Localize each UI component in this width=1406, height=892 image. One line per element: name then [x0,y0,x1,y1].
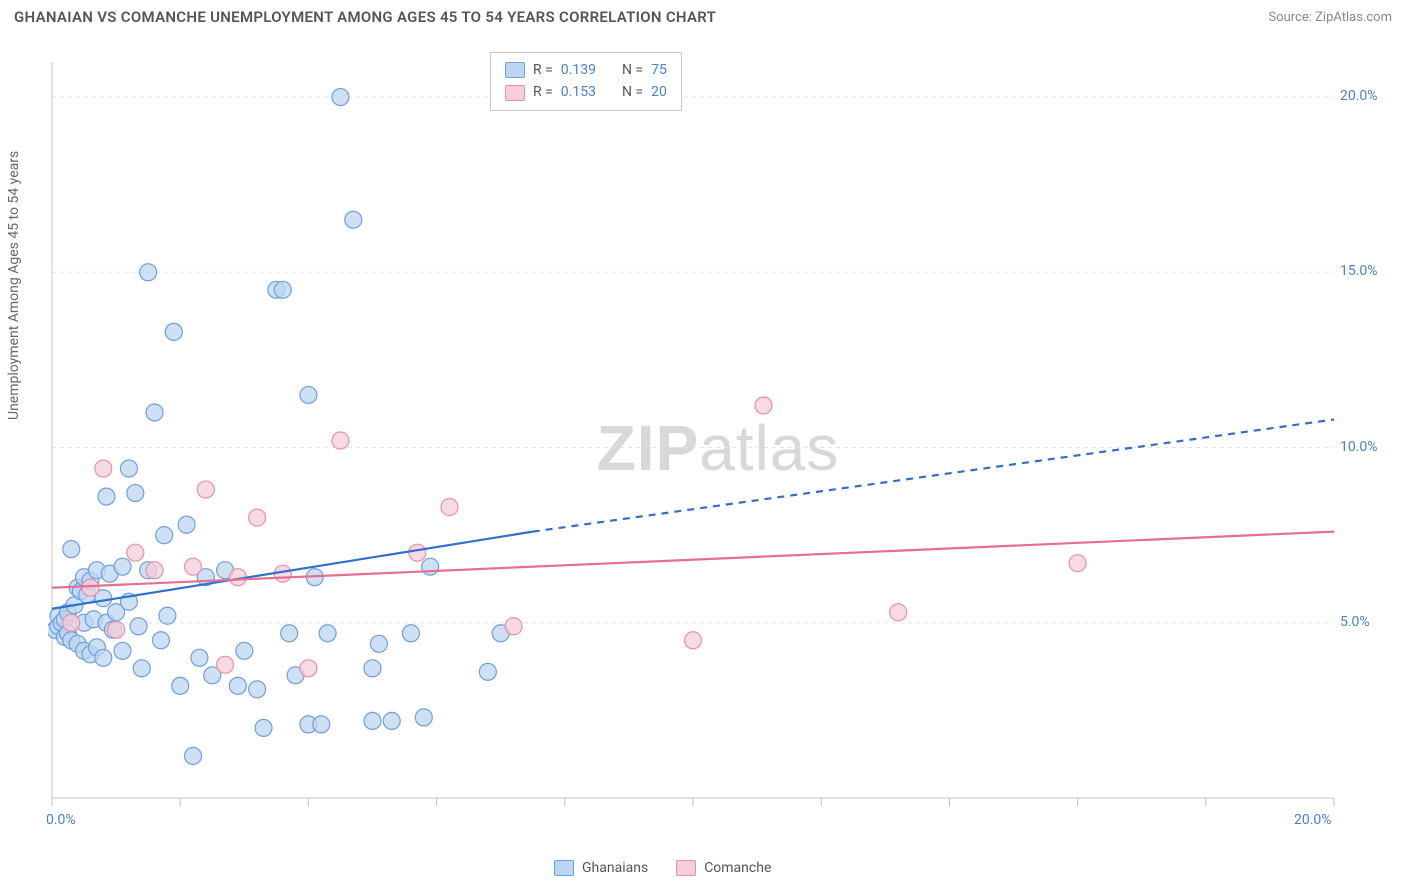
n-label: N = [622,81,643,103]
n-label: N = [622,59,643,81]
r-value: 0.139 [561,59,596,81]
legend-series: Ghanaians Comanche [554,860,771,876]
legend-item: Comanche [676,860,771,876]
legend-swatch [676,860,696,876]
r-label: R = [533,81,553,103]
x-tick-label: 20.0% [1294,812,1332,828]
legend-swatch [505,62,525,78]
legend-stats-row: R = 0.153 N = 20 [505,81,667,103]
scatter-plot [48,48,1388,838]
legend-swatch [505,85,525,101]
chart-area: ZIPatlas 0.0%20.0%5.0%10.0%15.0%20.0% [48,48,1388,838]
legend-swatch [554,860,574,876]
r-label: R = [533,59,553,81]
legend-label: Ghanaians [582,860,648,876]
y-tick-label: 5.0% [1340,614,1370,630]
r-value: 0.153 [561,81,596,103]
source-attribution: Source: ZipAtlas.com [1268,10,1392,25]
legend-stats: R = 0.139 N = 75 R = 0.153 N = 20 [490,52,682,111]
y-tick-label: 15.0% [1340,263,1378,279]
chart-title: GHANAIAN VS COMANCHE UNEMPLOYMENT AMONG … [14,8,716,26]
y-tick-label: 10.0% [1340,439,1378,455]
n-value: 75 [651,59,667,81]
y-axis-label: Unemployment Among Ages 45 to 54 years [6,151,22,420]
legend-label: Comanche [704,860,771,876]
legend-stats-row: R = 0.139 N = 75 [505,59,667,81]
x-tick-label: 0.0% [46,812,76,828]
legend-item: Ghanaians [554,860,648,876]
n-value: 20 [651,81,667,103]
y-tick-label: 20.0% [1340,88,1378,104]
